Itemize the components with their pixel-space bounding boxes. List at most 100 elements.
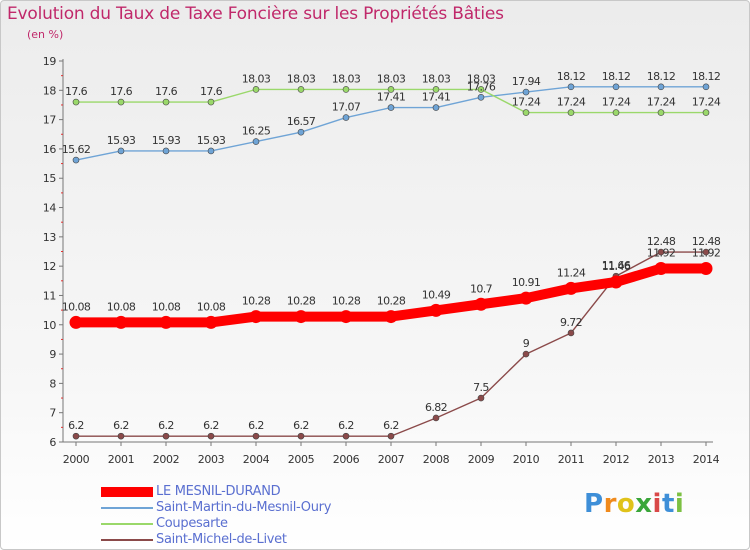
data-point [342, 432, 350, 440]
data-point [69, 315, 83, 329]
data-point [342, 86, 350, 93]
data-point [387, 104, 395, 111]
data-point [567, 329, 575, 337]
data-label: 16.57 [287, 115, 316, 128]
data-label: 17.24 [602, 96, 631, 109]
data-point [384, 310, 398, 324]
data-point [657, 109, 665, 116]
x-tick-label: 2014 [693, 453, 720, 466]
data-label: 6.82 [425, 401, 447, 414]
data-label: 18.12 [557, 70, 586, 83]
data-point [612, 109, 620, 116]
data-label: 15.93 [107, 134, 136, 147]
x-tick-label: 2001 [108, 453, 134, 466]
data-label: 11.92 [692, 246, 721, 259]
data-label: 15.93 [152, 134, 181, 147]
data-point [159, 315, 173, 329]
data-label: 10.08 [197, 300, 226, 313]
data-point [477, 86, 485, 93]
x-tick-label: 2006 [333, 453, 360, 466]
chart-data-labels: 10.08 10.08 10.08 10.08 10.28 10.28 10.28 10.28… [62, 70, 722, 432]
data-point [654, 261, 668, 275]
x-tick-label: 2002 [153, 453, 179, 466]
data-point [474, 297, 488, 311]
data-point [567, 109, 575, 116]
data-label: 17.6 [110, 85, 133, 98]
y-tick-label: 19 [43, 55, 57, 68]
data-point [207, 432, 215, 440]
data-point [294, 310, 308, 324]
logo-letter: r [603, 489, 617, 519]
data-label: 12.48 [647, 235, 676, 248]
data-label: 10.91 [512, 276, 541, 289]
legend-swatch [101, 523, 153, 525]
x-tick-label: 2000 [63, 453, 90, 466]
data-point [657, 83, 665, 91]
data-point [429, 303, 443, 317]
y-tick-label: 18 [43, 84, 57, 97]
data-point [342, 114, 350, 121]
data-point [432, 414, 440, 422]
series-le-mesnil-durand [69, 261, 713, 329]
data-label: 6.2 [338, 419, 354, 432]
y-tick-label: 17 [43, 114, 57, 127]
data-label: 9.72 [560, 316, 582, 329]
data-point [702, 109, 710, 116]
data-label: 10.28 [377, 295, 406, 308]
data-point [387, 432, 395, 440]
data-label: 6.2 [248, 419, 264, 432]
data-label: 10.28 [332, 295, 361, 308]
data-point [72, 98, 80, 106]
x-tick-label: 2003 [198, 453, 225, 466]
data-point [522, 88, 530, 96]
data-label: 17.94 [512, 75, 541, 88]
data-point [564, 281, 578, 295]
data-point [117, 98, 125, 106]
data-point [207, 98, 215, 106]
data-label: 18.03 [332, 72, 361, 85]
y-tick-label: 13 [43, 231, 57, 244]
data-label: 17.41 [377, 91, 406, 104]
data-label: 18.12 [692, 70, 721, 83]
data-label: 9 [523, 337, 530, 350]
data-point [339, 310, 353, 324]
data-label: 18.12 [602, 70, 631, 83]
data-point [162, 147, 170, 155]
data-point [387, 86, 395, 93]
chart-axes: 6 7 8 9 10 11 12 13 14 15 16 17 18 19 2000 2001 2002 2003… [43, 55, 720, 466]
data-point [117, 147, 125, 155]
chart-series [69, 83, 713, 440]
logo-letter: x [635, 489, 653, 519]
data-point [162, 432, 170, 440]
data-label: 17.41 [422, 91, 451, 104]
data-label: 17.6 [200, 85, 223, 98]
data-point [477, 394, 485, 402]
data-label: 18.03 [467, 72, 496, 85]
data-label: 18.03 [287, 72, 316, 85]
data-point [297, 432, 305, 440]
data-label: 11.24 [557, 266, 586, 279]
x-tick-label: 2007 [378, 453, 405, 466]
y-tick-label: 12 [43, 260, 56, 273]
x-tick-label: 2004 [243, 453, 270, 466]
y-tick-label: 9 [49, 348, 56, 361]
x-tick-label: 2008 [423, 453, 450, 466]
y-tick-label: 10 [43, 319, 57, 332]
legend-swatch [101, 507, 153, 509]
data-label: 10.08 [152, 300, 181, 313]
data-label: 10.08 [107, 300, 136, 313]
y-tick-label: 14 [43, 202, 57, 215]
logo-letter: i [674, 489, 685, 519]
data-label: 6.2 [113, 419, 129, 432]
data-point [609, 275, 623, 289]
data-label: 17.07 [332, 101, 361, 114]
logo-letter: o [616, 489, 636, 519]
data-point [522, 109, 530, 116]
y-tick-label: 16 [43, 143, 57, 156]
data-point [252, 138, 260, 145]
chart-title: Evolution du Taux de Taxe Foncière sur l… [7, 4, 504, 24]
data-label: 17.24 [647, 96, 676, 109]
data-label: 12.48 [692, 235, 721, 248]
